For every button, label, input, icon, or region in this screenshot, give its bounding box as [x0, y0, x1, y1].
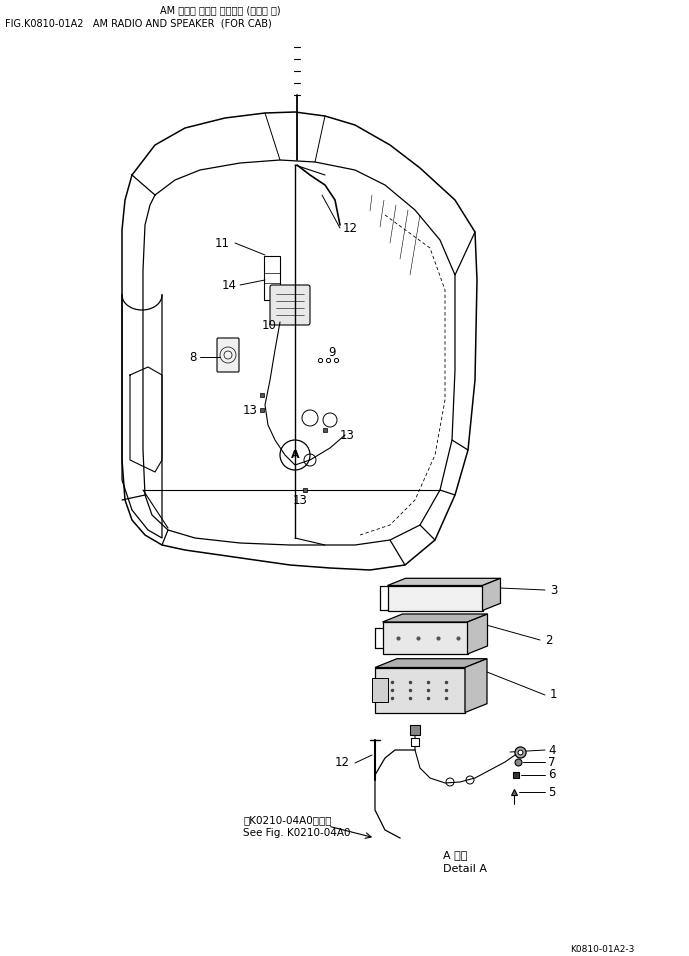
FancyBboxPatch shape: [217, 338, 239, 372]
Text: 3: 3: [550, 583, 557, 597]
Text: 6: 6: [548, 769, 555, 781]
Text: 5: 5: [548, 786, 555, 798]
Bar: [375, 667, 465, 712]
Polygon shape: [382, 614, 488, 622]
Polygon shape: [375, 659, 487, 667]
FancyBboxPatch shape: [270, 285, 310, 325]
Text: 7: 7: [548, 755, 555, 769]
Bar: [372, 678, 388, 702]
Text: 12: 12: [343, 222, 358, 234]
Bar: [387, 585, 482, 611]
Text: 2: 2: [545, 634, 553, 646]
Text: 8: 8: [189, 351, 197, 363]
Text: 13: 13: [293, 493, 307, 507]
Polygon shape: [468, 614, 488, 654]
Text: 13: 13: [340, 428, 355, 442]
Text: 14: 14: [222, 278, 237, 292]
Text: 9: 9: [328, 345, 336, 358]
Text: A: A: [291, 450, 299, 460]
Text: 1: 1: [550, 688, 557, 702]
Polygon shape: [387, 578, 500, 585]
Polygon shape: [482, 578, 500, 611]
Polygon shape: [465, 659, 487, 712]
Text: See Fig. K0210-04A0: See Fig. K0210-04A0: [243, 828, 351, 838]
Text: 13: 13: [243, 403, 258, 417]
Bar: [264, 256, 280, 300]
Text: 12: 12: [335, 756, 350, 770]
Text: 10: 10: [262, 318, 277, 332]
Text: Detail A: Detail A: [443, 864, 487, 874]
Text: 11: 11: [215, 236, 230, 250]
Text: 第K0210-04A0図参照: 第K0210-04A0図参照: [243, 815, 331, 825]
Text: K0810-01A2-3: K0810-01A2-3: [570, 945, 635, 954]
Text: A 詳細: A 詳細: [443, 850, 467, 860]
Text: 4: 4: [548, 744, 555, 756]
Bar: [382, 622, 468, 654]
Text: FIG.K0810-01A2   AM RADIO AND SPEAKER  (FOR CAB): FIG.K0810-01A2 AM RADIO AND SPEAKER (FOR…: [5, 18, 271, 28]
Text: AM ラジオ および スピーカ (キャブ 用): AM ラジオ および スピーカ (キャブ 用): [160, 5, 280, 15]
